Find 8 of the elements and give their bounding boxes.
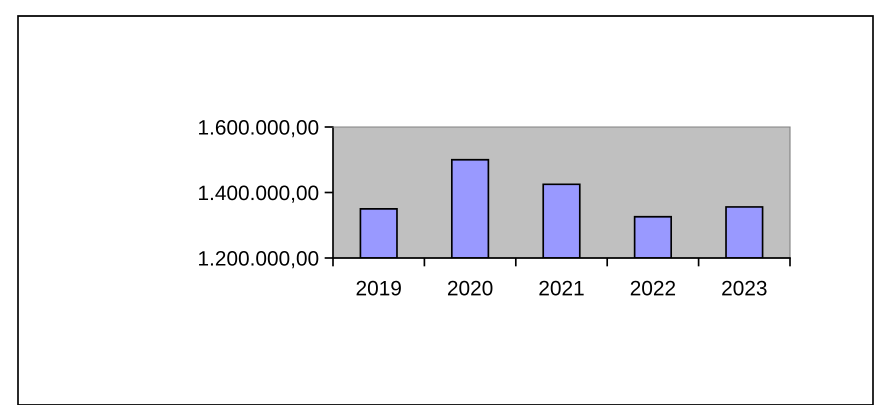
x-tick-label: 2019: [356, 280, 401, 296]
x-tick-label: 2021: [539, 280, 584, 296]
y-tick-label: 1.400.000,00: [199, 186, 318, 203]
x-tick-label: 2022: [630, 280, 676, 296]
x-tick-label: 2020: [448, 280, 492, 296]
x-tick-label: 2023: [722, 280, 767, 296]
y-tick-label: 1.600.000,00: [199, 120, 318, 138]
y-tick-label: 1.200.000,00: [199, 251, 318, 268]
